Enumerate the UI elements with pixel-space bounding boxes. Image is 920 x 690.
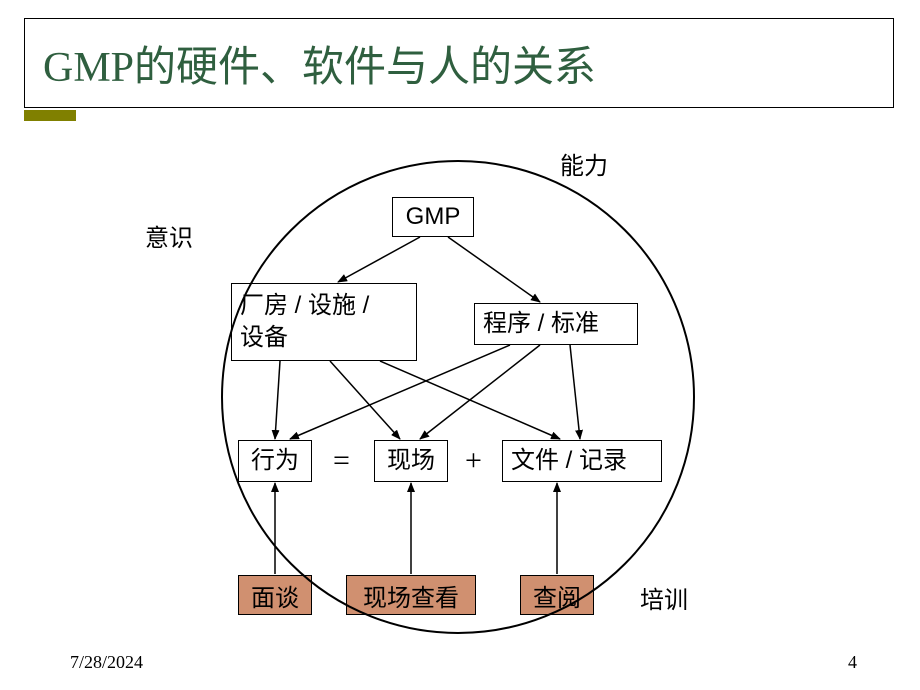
node-procedure-label: 程序 / 标准 (483, 308, 599, 340)
slide-title: GMP的硬件、软件与人的关系 (43, 33, 596, 94)
node-site: 现场 (374, 440, 448, 482)
title-box: GMP的硬件、软件与人的关系 (24, 18, 894, 108)
operator-plus: + (465, 444, 482, 478)
footer-page-number: 4 (848, 652, 857, 673)
node-facility: 厂房 / 设施 /设备 (231, 283, 417, 361)
node-gmp-label: GMP (406, 201, 461, 233)
highlight-interview-label: 面谈 (251, 578, 299, 613)
footer-date: 7/28/2024 (70, 652, 143, 673)
node-filerec: 文件 / 记录 (502, 440, 662, 482)
highlight-interview: 面谈 (238, 575, 312, 615)
node-gmp: GMP (392, 197, 474, 237)
label-training: 培训 (640, 580, 688, 615)
node-site-label: 现场 (387, 445, 435, 477)
node-filerec-label: 文件 / 记录 (511, 445, 627, 477)
highlight-review-label: 查阅 (533, 578, 581, 613)
node-behavior: 行为 (238, 440, 312, 482)
highlight-inspect-label: 现场查看 (363, 578, 459, 613)
highlight-inspect: 现场查看 (346, 575, 476, 615)
node-behavior-label: 行为 (251, 445, 299, 477)
title-accent-bar (24, 110, 76, 121)
label-ability: 能力 (560, 146, 608, 181)
highlight-review: 查阅 (520, 575, 594, 615)
node-facility-label: 厂房 / 设施 /设备 (240, 290, 369, 355)
operator-equals: = (333, 444, 350, 478)
label-awareness: 意识 (145, 218, 193, 253)
node-procedure: 程序 / 标准 (474, 303, 638, 345)
